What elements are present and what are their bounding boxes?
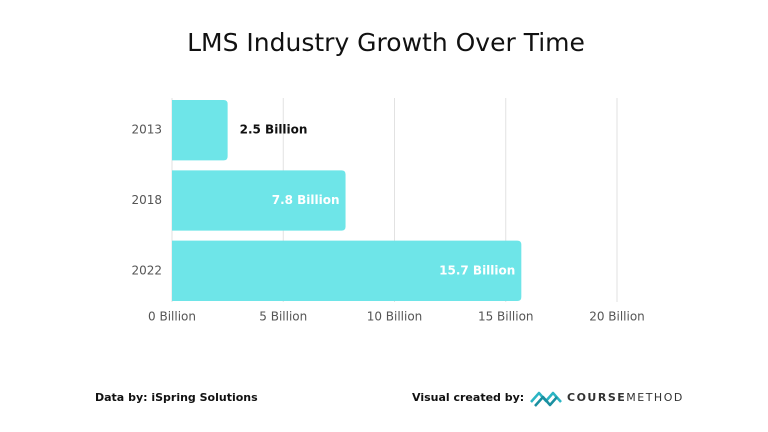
x-tick-label: 15 Billion (478, 310, 534, 324)
category-label: 2022 (131, 263, 162, 277)
credit-note: Visual created by: (412, 391, 524, 404)
logo-bold: COURSE (567, 391, 626, 404)
x-tick-label: 5 Billion (259, 310, 307, 324)
bar (172, 240, 522, 301)
chart-title: LMS Industry Growth Over Time (187, 28, 585, 57)
value-label: 7.8 Billion (272, 193, 340, 207)
logo-icon (530, 391, 562, 407)
source-note: Data by: iSpring Solutions (95, 391, 258, 404)
logo-text: COURSEMETHOD (567, 391, 684, 404)
value-label: 2.5 Billion (240, 123, 308, 137)
category-label: 2018 (131, 193, 162, 207)
logo-light: METHOD (626, 391, 684, 404)
category-label: 2013 (131, 123, 162, 137)
x-tick-label: 10 Billion (367, 310, 423, 324)
x-tick-label: 0 Billion (148, 310, 196, 324)
x-tick-label: 20 Billion (589, 310, 645, 324)
plot-area: 0 Billion 5 Billion 10 Billion 15 Billion 20… (131, 98, 645, 324)
bar (172, 100, 228, 161)
bar (172, 170, 346, 231)
value-label: 15.7 Billion (439, 263, 515, 277)
